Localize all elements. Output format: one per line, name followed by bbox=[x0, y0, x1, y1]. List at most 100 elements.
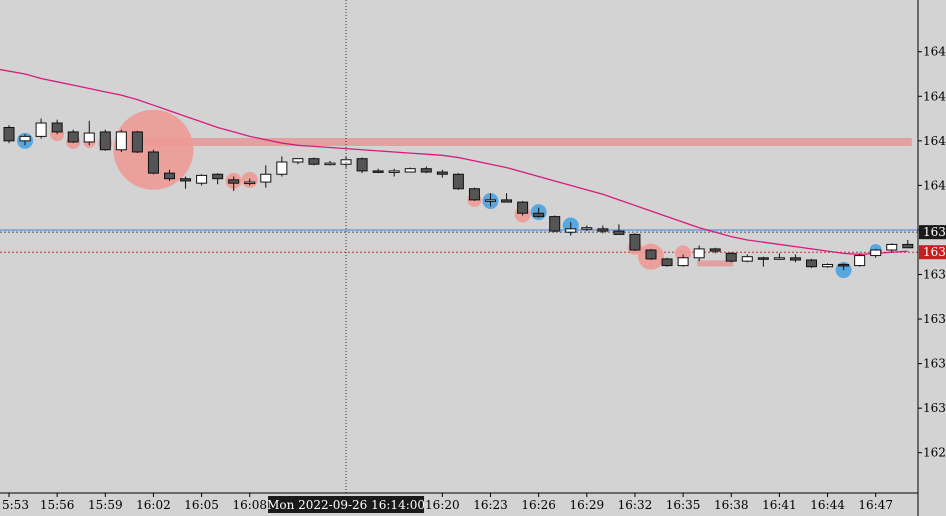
y-tick-label: 163 bbox=[923, 401, 946, 415]
moving-average-layer bbox=[0, 68, 908, 256]
candle[interactable] bbox=[822, 263, 834, 268]
candle[interactable] bbox=[709, 247, 721, 254]
candle[interactable] bbox=[902, 239, 914, 249]
candle-body bbox=[597, 228, 609, 232]
y-tick-label: 163 bbox=[923, 268, 946, 282]
candle-body bbox=[773, 257, 785, 260]
x-tick-label: 16:23 bbox=[473, 498, 508, 512]
candle[interactable] bbox=[565, 222, 577, 236]
candle[interactable] bbox=[3, 125, 15, 144]
candle[interactable] bbox=[661, 257, 673, 267]
candle[interactable] bbox=[356, 157, 368, 174]
candle[interactable] bbox=[581, 225, 593, 232]
candle[interactable] bbox=[131, 130, 143, 154]
candle-body bbox=[709, 248, 721, 252]
candle[interactable] bbox=[533, 207, 545, 218]
candle-body bbox=[533, 212, 545, 218]
candle[interactable] bbox=[83, 120, 95, 146]
candle[interactable] bbox=[404, 167, 416, 173]
candle[interactable] bbox=[67, 129, 79, 144]
candle-body bbox=[549, 216, 561, 232]
candle[interactable] bbox=[757, 256, 769, 267]
y-axis: 164164164164163163163163163162163163 bbox=[917, 0, 946, 516]
candle[interactable] bbox=[468, 187, 480, 201]
candle-body bbox=[902, 243, 914, 249]
candle[interactable] bbox=[725, 252, 737, 263]
candle[interactable] bbox=[228, 176, 240, 191]
candle[interactable] bbox=[870, 248, 882, 258]
candle-body bbox=[19, 135, 31, 142]
x-axis: 5:53 15:56 15:59 16:02 16:05 16:08 16:20 16:23 1… bbox=[0, 492, 918, 513]
candle-body bbox=[35, 122, 47, 137]
candle[interactable] bbox=[693, 245, 705, 262]
x-tick-label: 16:20 bbox=[425, 498, 460, 512]
candle[interactable] bbox=[741, 254, 753, 263]
candle-body bbox=[645, 249, 657, 260]
candle[interactable] bbox=[276, 156, 288, 177]
x-tick-label: 15:59 bbox=[88, 498, 123, 512]
candle[interactable] bbox=[677, 254, 689, 267]
zone-layer bbox=[133, 137, 912, 267]
x-tick-label: 16:47 bbox=[858, 498, 893, 512]
candle[interactable] bbox=[99, 129, 111, 151]
candle[interactable] bbox=[597, 225, 609, 234]
candle[interactable] bbox=[324, 160, 336, 166]
candle-body bbox=[164, 172, 175, 180]
candle[interactable] bbox=[372, 168, 384, 174]
candle-body bbox=[147, 151, 159, 174]
candle[interactable] bbox=[51, 119, 63, 135]
candle[interactable] bbox=[452, 173, 464, 190]
candle[interactable] bbox=[388, 168, 400, 177]
price-tag-label: 163 bbox=[923, 225, 946, 239]
candle-body bbox=[468, 188, 480, 201]
candle[interactable] bbox=[244, 178, 256, 186]
candle[interactable] bbox=[773, 253, 785, 261]
candle-body bbox=[854, 255, 866, 267]
candle[interactable] bbox=[196, 174, 208, 186]
candle[interactable] bbox=[501, 193, 513, 203]
hline-layer bbox=[0, 228, 918, 253]
crosshair-time-label: Mon 2022-09-26 16:14:00 bbox=[267, 498, 425, 512]
candle[interactable] bbox=[164, 169, 175, 181]
candle-body bbox=[404, 168, 416, 173]
candle[interactable] bbox=[436, 169, 448, 178]
candle[interactable] bbox=[517, 200, 529, 216]
candle[interactable] bbox=[308, 157, 320, 166]
crosshair-time-tag bbox=[268, 496, 425, 513]
candle[interactable] bbox=[212, 173, 224, 185]
candle[interactable] bbox=[485, 193, 496, 207]
candle[interactable] bbox=[854, 253, 866, 267]
candle[interactable] bbox=[806, 258, 817, 268]
candle-body bbox=[741, 256, 753, 262]
candle[interactable] bbox=[549, 215, 561, 233]
candle[interactable] bbox=[115, 129, 127, 152]
candle-body bbox=[613, 230, 625, 235]
candle-body bbox=[806, 259, 817, 268]
candle[interactable] bbox=[838, 263, 850, 271]
x-tick-label: 16:44 bbox=[810, 498, 845, 512]
candle[interactable] bbox=[420, 166, 432, 174]
candle-body bbox=[292, 158, 304, 163]
resistance-zone bbox=[133, 137, 912, 146]
candle-body bbox=[212, 173, 224, 180]
candle[interactable] bbox=[645, 248, 657, 261]
candle-body bbox=[3, 126, 15, 142]
y-tick-label: 164 bbox=[923, 45, 946, 59]
candle[interactable] bbox=[629, 233, 641, 252]
candle[interactable] bbox=[789, 254, 801, 263]
candle[interactable] bbox=[19, 134, 31, 146]
x-tick-label: 16:38 bbox=[714, 498, 749, 512]
candle-body bbox=[260, 173, 272, 183]
candle[interactable] bbox=[180, 176, 192, 189]
candle[interactable] bbox=[886, 243, 898, 253]
candle-body bbox=[822, 263, 834, 268]
candle-body bbox=[485, 199, 496, 202]
candle[interactable] bbox=[613, 224, 625, 235]
candle-body bbox=[757, 257, 769, 260]
candle[interactable] bbox=[35, 118, 47, 139]
candle[interactable] bbox=[260, 165, 272, 188]
candle[interactable] bbox=[292, 158, 304, 165]
candle-body bbox=[388, 170, 400, 173]
candle[interactable] bbox=[147, 149, 159, 175]
